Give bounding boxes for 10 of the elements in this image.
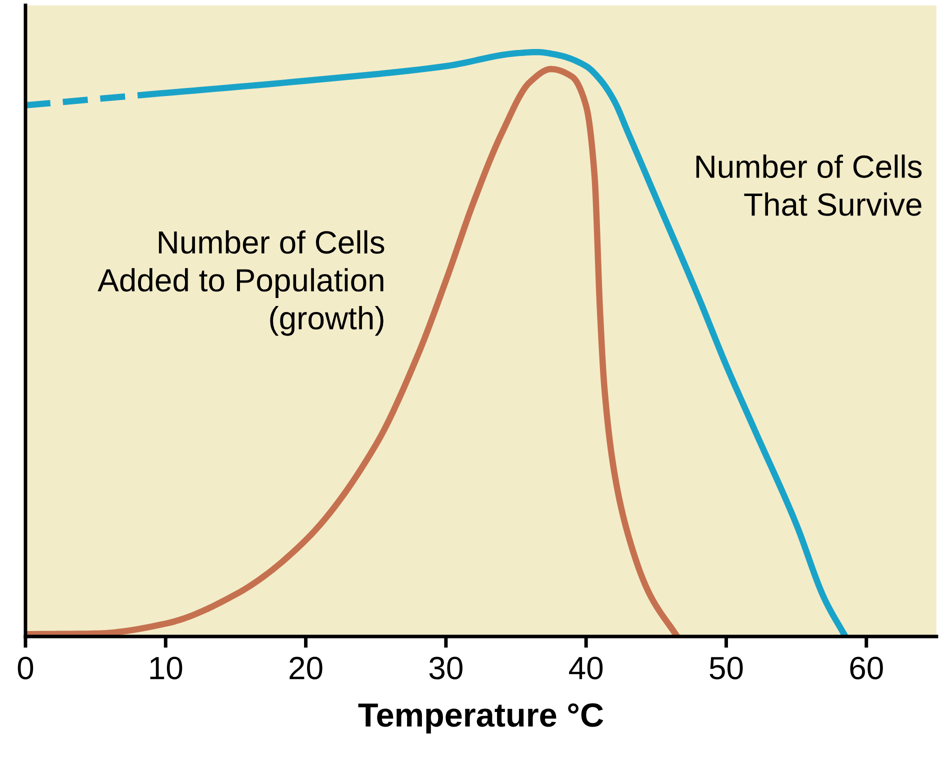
x-axis-title: Temperature °C — [358, 703, 604, 734]
series-label: Number of Cells Added to Population (growth) — [98, 230, 384, 336]
x-tick-label: 40 — [569, 656, 603, 680]
x-tick-label: 10 — [150, 656, 182, 680]
x-tick-label: 60 — [850, 656, 883, 680]
x-tick-label: 20 — [290, 656, 322, 680]
x-tick-label: 50 — [710, 656, 743, 680]
series-label: Number of Cells That Survive — [696, 154, 922, 216]
x-tick-label: 0 — [18, 656, 34, 680]
x-tick-label: 30 — [429, 656, 462, 680]
